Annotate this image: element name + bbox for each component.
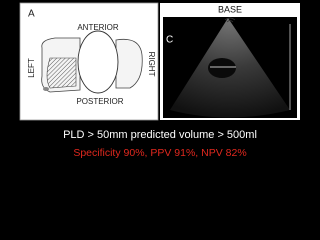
caption-line: PLD > 50mm predicted volume > 500ml xyxy=(63,129,257,141)
label-left: LEFT xyxy=(27,58,36,78)
marker xyxy=(43,87,49,91)
slide: A ANTERIOR POSTERIOR RIGHT LEFT BASE C P… xyxy=(19,2,300,159)
panel-label: A xyxy=(28,9,35,20)
ultrasound-panel: BASE C xyxy=(160,3,300,120)
heart xyxy=(77,30,119,94)
label-bottom: POSTERIOR xyxy=(76,97,123,106)
probe-icon xyxy=(224,17,236,23)
ventricle xyxy=(208,58,236,78)
panel-label: C xyxy=(166,35,173,46)
panel-title: BASE xyxy=(218,4,242,14)
caption-stats: Specificity 90%, PPV 91%, NPV 82% xyxy=(73,147,246,159)
diagram-panel: A ANTERIOR POSTERIOR RIGHT LEFT xyxy=(19,2,159,121)
liver-right xyxy=(115,38,143,89)
label-top: ANTERIOR xyxy=(77,23,119,32)
pericardial-region xyxy=(46,57,77,89)
label-right: RIGHT xyxy=(147,52,156,77)
